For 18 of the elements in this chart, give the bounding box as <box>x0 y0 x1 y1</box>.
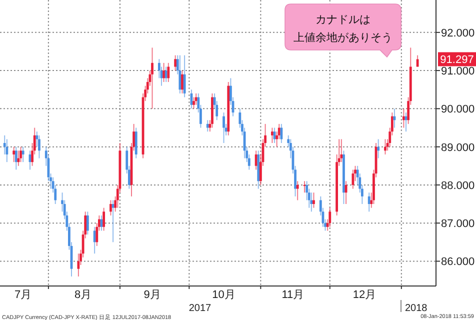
annotation: カナドルは <box>316 14 370 26</box>
y-tick-label: 88.000 <box>441 180 475 192</box>
price-label: 91.297 <box>438 52 476 66</box>
y-tick-label: 92.000 <box>441 27 475 40</box>
y-tick-label: 89.000 <box>441 142 475 154</box>
y-tick-label: 87.000 <box>441 218 475 230</box>
text: 2018 <box>405 303 428 314</box>
y-tick-label: 86.000 <box>441 256 475 268</box>
x-tick-label: 10月 <box>212 289 236 301</box>
x-tick-label: 8月 <box>74 289 92 301</box>
x-tick-label: 9月 <box>144 289 161 301</box>
x-tick-label: 7月 <box>14 289 32 301</box>
x-tick-label: 11月 <box>282 289 304 301</box>
y-tick-label: 90.000 <box>441 104 475 116</box>
x-tick-label: 12月 <box>352 289 376 301</box>
y-tick-label: 91.000 <box>441 66 475 78</box>
annotation: 上値余地がありそう <box>294 31 392 44</box>
text: 2017 <box>188 303 212 314</box>
